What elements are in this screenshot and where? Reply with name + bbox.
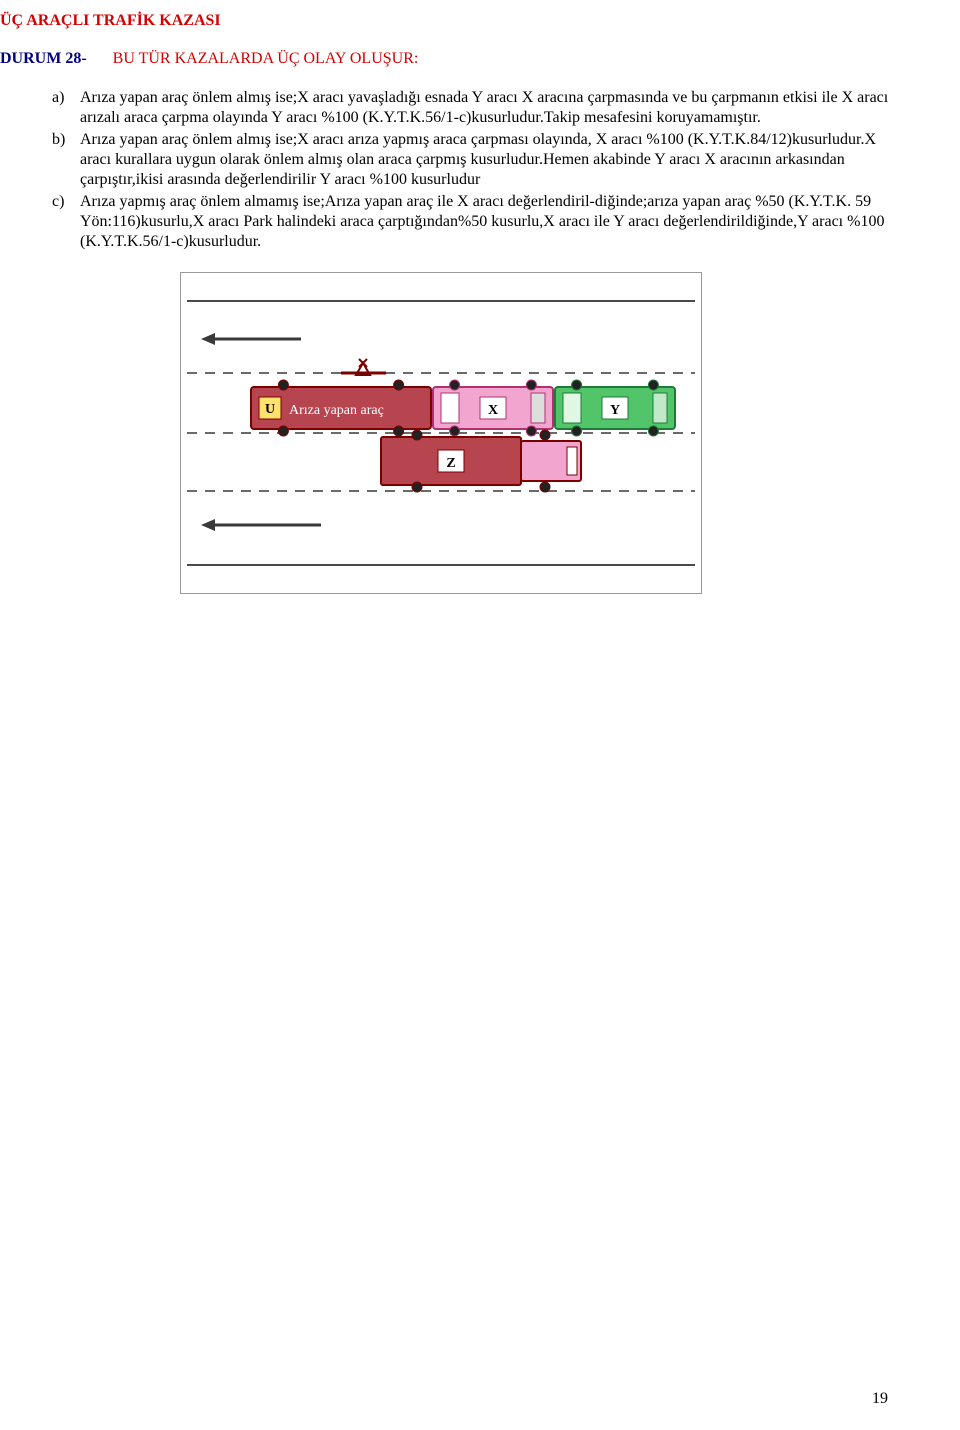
case-list: a)Arıza yapan araç önlem almış ise;X ara… xyxy=(52,88,896,252)
list-item: c)Arıza yapmış araç önlem almamış ise;Ar… xyxy=(52,192,896,252)
case-label: DURUM 28- xyxy=(0,50,87,67)
list-item: b)Arıza yapan araç önlem almış ise;X ara… xyxy=(52,130,896,190)
case-line: DURUM 28- BU TÜR KAZALARDA ÜÇ OLAY OLUŞU… xyxy=(0,50,896,68)
list-item: a)Arıza yapan araç önlem almış ise;X ara… xyxy=(52,88,896,128)
diagram-svg: U Arıza yapan araç X Y Z xyxy=(181,273,701,593)
page-number: 19 xyxy=(872,1390,888,1408)
section-title: ÜÇ ARAÇLI TRAFİK KAZASI xyxy=(0,12,896,30)
svg-text:Y: Y xyxy=(610,403,620,418)
list-text: Arıza yapan araç önlem almış ise;X aracı… xyxy=(80,89,888,126)
svg-text:U: U xyxy=(265,402,275,417)
accident-diagram: U Arıza yapan araç X Y Z xyxy=(180,272,702,594)
list-marker: b) xyxy=(52,130,80,150)
svg-text:Z: Z xyxy=(446,456,455,471)
case-description: BU TÜR KAZALARDA ÜÇ OLAY OLUŞUR: xyxy=(113,50,419,67)
svg-text:Arıza yapan araç: Arıza yapan araç xyxy=(289,403,384,418)
list-marker: c) xyxy=(52,192,80,212)
list-text: Arıza yapan araç önlem almış ise;X aracı… xyxy=(80,131,876,188)
svg-text:X: X xyxy=(488,403,498,418)
list-text: Arıza yapmış araç önlem almamış ise;Arız… xyxy=(80,193,884,250)
list-marker: a) xyxy=(52,88,80,108)
